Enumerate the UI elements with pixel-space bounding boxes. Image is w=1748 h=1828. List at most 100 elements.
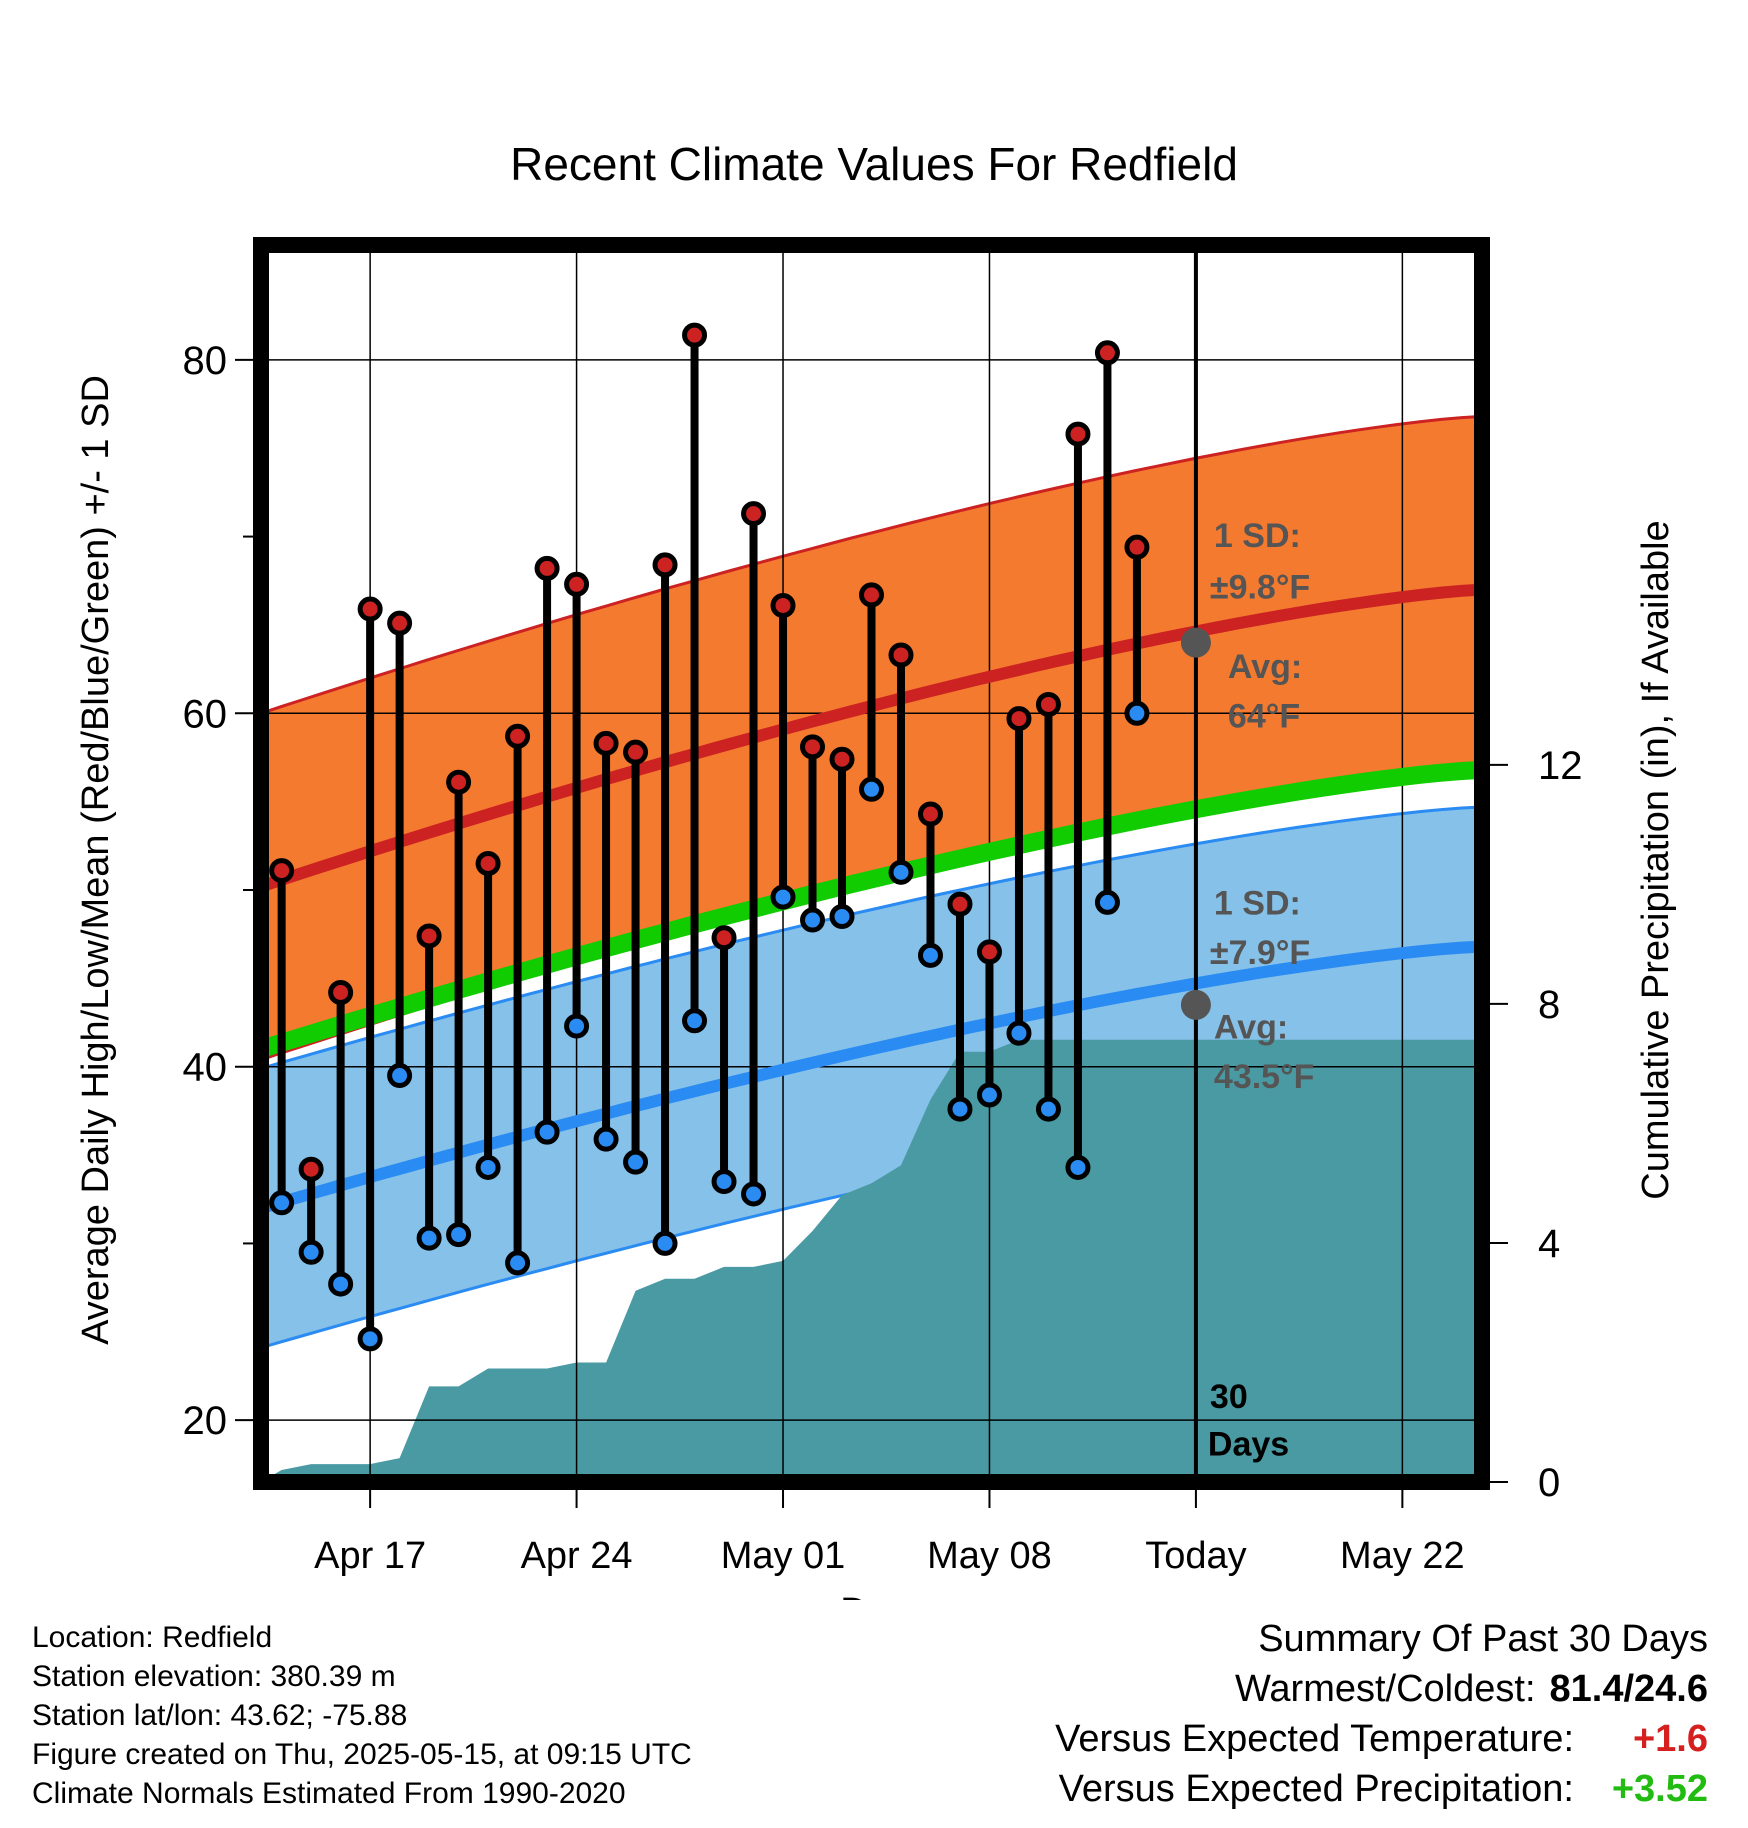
daily-low-point [711, 1169, 737, 1195]
high-sd-value: ±9.8°F [1210, 568, 1310, 606]
daily-high-point [1124, 534, 1150, 560]
high-avg-label: Avg: [1228, 648, 1302, 686]
low-sd-label: 1 SD: [1214, 885, 1301, 923]
daily-low-point [770, 884, 796, 910]
daily-high-point [1094, 340, 1120, 366]
precip-label: Versus Expected Precipitation: [1058, 1768, 1574, 1810]
daily-high-point [976, 939, 1002, 965]
latlon-text: Station lat/lon: 43.62; -75.88 [32, 1699, 408, 1732]
daily-low-point [1094, 889, 1120, 915]
daily-low-point [917, 942, 943, 968]
daily-low-point [976, 1082, 1002, 1108]
plot-frame [253, 237, 1490, 1490]
daily-high-point [446, 769, 472, 795]
climate-chart: Recent Climate Values For Redfield 1 SD:… [75, 138, 1677, 1600]
daily-low-point [269, 1190, 295, 1216]
daily-high-point [829, 746, 855, 772]
daily-high-point [475, 851, 501, 876]
low-normal-line [261, 940, 1482, 1214]
daily-high-point [623, 739, 649, 765]
warm-cold-value: 81.4/24.6 [1549, 1668, 1708, 1710]
y-tick-label: 20 [183, 1399, 228, 1443]
low-sd-band [261, 807, 1482, 1348]
temp-row: Versus Expected Temperature: +1.6 [1055, 1714, 1708, 1764]
daily-low-point [387, 1063, 413, 1089]
warm-cold-label: Warmest/Coldest: [1234, 1668, 1536, 1710]
daily-high-point [888, 642, 914, 668]
low-avg-label: Avg: [1214, 1008, 1288, 1046]
daily-low-point [1035, 1096, 1061, 1122]
low-sd-value: ±7.9°F [1210, 934, 1310, 972]
y2-tick-label: 0 [1538, 1461, 1560, 1505]
low-avg-marker [1180, 989, 1211, 1020]
daily-low-point [1124, 700, 1150, 726]
window-label-number: 30 [1210, 1378, 1248, 1416]
x-tick-label: Apr 24 [521, 1535, 633, 1577]
high-sd-upper-line [261, 414, 1482, 715]
daily-high-point [652, 552, 678, 578]
y-tick-label: 60 [183, 692, 228, 736]
y2-tick-label: 8 [1538, 983, 1560, 1027]
plot-inner: 1 SD: ±9.8°F Avg: 64°F 1 SD: ±7.9°F Avg: 43.5°F… [261, 245, 1482, 1482]
daily-low-point [741, 1181, 767, 1207]
chart-title: Recent Climate Values For Redfield [510, 138, 1238, 190]
location-text: Location: Redfield [32, 1621, 273, 1654]
y2-tick-label: 12 [1538, 744, 1583, 788]
daily-low-point [446, 1222, 472, 1248]
high-avg-value: 64°F [1228, 697, 1300, 735]
temp-value: +1.6 [1632, 1718, 1708, 1760]
window-label-unit: Days [1208, 1425, 1289, 1463]
x-tick-label: May 01 [721, 1535, 846, 1577]
daily-high-point [800, 734, 826, 760]
x-tick-label: Today [1145, 1535, 1246, 1577]
x-axis-label: Day [840, 1591, 908, 1600]
y-tick-label: 40 [183, 1046, 228, 1090]
daily-high-point [328, 980, 354, 1006]
x-tick-label: May 22 [1340, 1535, 1465, 1577]
daily-high-point [534, 555, 560, 581]
daily-high-point [859, 582, 884, 608]
daily-high-point [682, 322, 708, 348]
daily-low-point [682, 1008, 708, 1034]
normals-text: Climate Normals Estimated From 1990-2020 [32, 1777, 626, 1810]
elevation-text: Station elevation: 380.39 m [32, 1660, 396, 1693]
daily-low-point [505, 1250, 531, 1276]
y2-tick-label: 4 [1538, 1222, 1560, 1266]
daily-high-point [505, 723, 531, 749]
daily-high-point [357, 596, 383, 622]
daily-high-point [593, 730, 619, 756]
summary-title: Summary Of Past 30 Days [1258, 1618, 1708, 1660]
daily-low-point [947, 1096, 973, 1122]
daily-high-point [770, 592, 796, 618]
daily-low-point [475, 1154, 501, 1180]
precip-value: +3.52 [1611, 1768, 1708, 1810]
daily-high-point [741, 501, 767, 527]
daily-high-point [564, 571, 590, 597]
daily-low-point [357, 1326, 383, 1352]
precip-area [261, 1039, 1482, 1482]
daily-high-point [269, 858, 295, 884]
daily-high-point [947, 891, 973, 917]
high-avg-marker [1180, 627, 1211, 658]
x-tick-label: Apr 17 [314, 1535, 426, 1577]
daily-low-point [652, 1230, 678, 1256]
daily-high-point [1065, 421, 1091, 447]
daily-high-point [1035, 691, 1061, 717]
created-text: Figure created on Thu, 2025-05-15, at 09… [32, 1738, 692, 1771]
station-metadata: Location: Redfield Station elevation: 38… [32, 1618, 692, 1813]
daily-low-point [1006, 1020, 1032, 1046]
daily-low-point [623, 1149, 649, 1175]
y-axis-label-left: Average Daily High/Low/Mean (Red/Blue/Gr… [75, 375, 117, 1345]
daily-high-point [298, 1156, 324, 1182]
summary-panel: Summary Of Past 30 Days Warmest/Coldest:… [1055, 1614, 1708, 1814]
daily-high-point [1006, 706, 1032, 732]
daily-low-point [328, 1271, 354, 1297]
daily-low-point [564, 1013, 590, 1039]
low-avg-value: 43.5°F [1214, 1058, 1315, 1096]
warm-cold-row: Warmest/Coldest: 81.4/24.6 [1055, 1664, 1708, 1714]
daily-high-point [917, 801, 943, 827]
mean-normal-line [261, 760, 1482, 1058]
temp-label: Versus Expected Temperature: [1055, 1718, 1574, 1760]
daily-high-point [387, 610, 413, 636]
daily-low-point [416, 1225, 442, 1251]
